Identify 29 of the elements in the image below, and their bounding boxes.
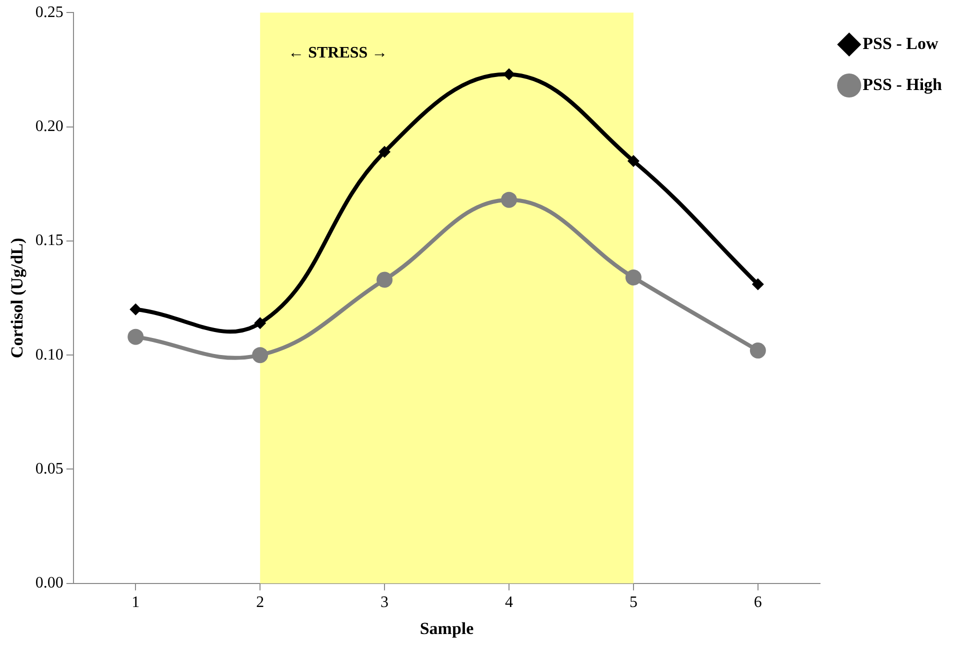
x-tick-label: 4 [505,594,513,612]
point [501,192,517,208]
x-tick-label: 2 [256,594,264,612]
legend-label: PSS - Low [862,34,939,53]
point [378,146,391,158]
point [130,303,142,316]
y-tick-label: 0.05 [35,460,64,478]
y-tick-label: 0.25 [35,4,64,21]
point [503,68,515,80]
point [128,328,144,345]
point [750,342,766,359]
y-tick-label: 0.10 [35,346,64,364]
point [627,155,640,168]
legend-label: PSS - High [862,74,943,94]
point [376,272,393,288]
x-tick-label: 5 [629,594,638,612]
x-tick-label: 3 [380,594,389,612]
y-tick-label: 0.20 [35,118,64,135]
point [254,317,266,330]
x-axis-title: Sample [420,619,474,638]
point [752,278,764,290]
y-tick-label: 0.15 [35,232,64,250]
x-tick-label: 6 [754,594,762,612]
point [252,347,268,364]
y-tick-label: 0.00 [35,574,64,592]
point [625,269,642,286]
x-tick-label: 1 [132,594,140,612]
y-axis-title: Cortisol (Ug/dL) [8,238,27,358]
band-label: ← STRESS → [288,44,388,62]
